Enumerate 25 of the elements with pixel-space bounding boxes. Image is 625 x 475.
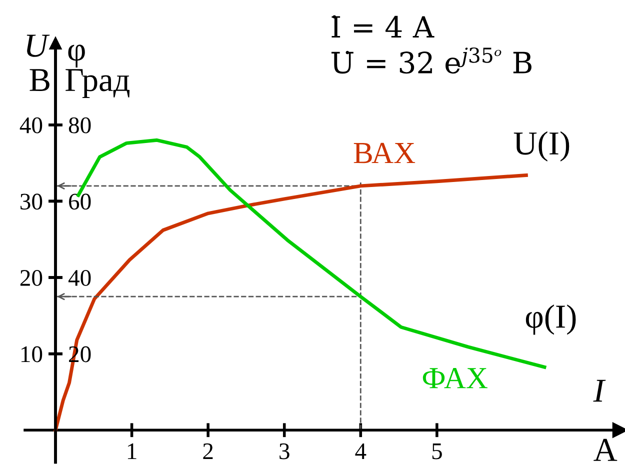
- series-label: ВАХ: [354, 142, 416, 164]
- x-tick-label: 5: [432, 444, 442, 460]
- annotation: φ(I): [526, 304, 576, 335]
- y-tick-label: 20: [20, 270, 42, 286]
- x-tick-label: 1: [128, 443, 136, 460]
- x-tick-label: 4: [355, 443, 366, 460]
- line-series: [54, 174, 528, 432]
- y-tick-label: 30: [20, 194, 42, 210]
- y-tick-label: 40: [20, 117, 42, 134]
- y-axis-title: U: [26, 34, 50, 57]
- y-tick-label: 10: [21, 346, 42, 362]
- y2-axis-title: φ: [68, 44, 85, 68]
- annotation: А: [594, 438, 618, 461]
- x-axis-title: I: [593, 380, 606, 402]
- y2-tick-label: 60: [69, 194, 91, 210]
- y2-tick-label: 40: [68, 270, 91, 286]
- x-tick-label: 2: [203, 443, 213, 460]
- annotation: В: [30, 69, 50, 92]
- annotation: U̇ = 32 e$^{j35ᵒ}$ В: [331, 47, 532, 74]
- y2-tick-label: 80: [68, 117, 91, 134]
- annotation: U(I): [514, 131, 570, 162]
- annotation: Град: [66, 69, 130, 98]
- series-label: ФАХ: [422, 368, 488, 388]
- x-tick-label: 3: [280, 443, 290, 460]
- text: İ = 4 А: [332, 15, 434, 38]
